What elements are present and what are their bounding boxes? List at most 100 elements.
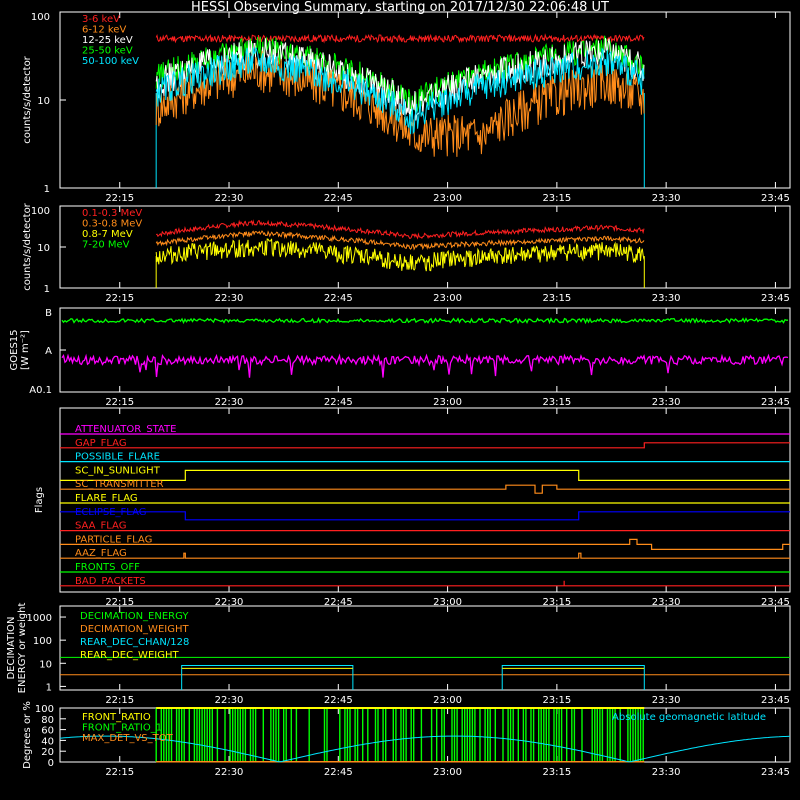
panel-frame-3 xyxy=(59,407,791,593)
series-6-12-keV xyxy=(155,50,645,157)
y-axis-label-5: Degrees or % xyxy=(22,701,33,769)
flag-line-AAZ_FLAG xyxy=(60,552,790,559)
x-tick-label-1-3: 23:00 xyxy=(433,293,462,304)
series-geomag-latitude xyxy=(59,735,791,763)
legend-REAR_DEC_WEIGHT: REAR_DEC_WEIGHT xyxy=(80,650,179,661)
legend-REAR_DEC_CHAN-128: REAR_DEC_CHAN/128 xyxy=(80,637,189,648)
flag-label-SC_IN_SUNLIGHT: SC_IN_SUNLIGHT xyxy=(75,465,161,476)
flag-line-GAP_FLAG xyxy=(60,442,790,449)
flag-label-ECLIPSE_FLAG: ECLIPSE_FLAG xyxy=(75,507,146,518)
flag-line-ECLIPSE_FLAG xyxy=(60,511,790,521)
x-tick-label-4-6: 23:45 xyxy=(761,695,790,706)
legend-6-12-keV: 6-12 keV xyxy=(82,25,126,36)
legend-25-50-keV: 25-50 keV xyxy=(82,46,133,57)
series-12-25-keV xyxy=(155,38,645,122)
y-axis-label-3: Flags xyxy=(34,487,45,513)
y-axis-label-1: counts/s/detector xyxy=(22,202,33,290)
x-tick-label-1-2: 22:45 xyxy=(324,293,353,304)
x-tick-label-3-1: 22:30 xyxy=(215,597,244,608)
x-tick-label-3-2: 22:45 xyxy=(324,597,353,608)
legend-0.3-0.8-MeV: 0.3-0.8 MeV xyxy=(82,219,142,230)
x-tick-label-1-4: 23:15 xyxy=(542,293,571,304)
y-axis-label-4b: ENERGY or weight xyxy=(17,603,28,694)
x-tick-label-4-4: 23:15 xyxy=(542,695,571,706)
panel-frame-4 xyxy=(59,605,791,691)
x-tick-label-3-0: 22:15 xyxy=(105,597,134,608)
goes-series-long xyxy=(61,317,788,325)
x-tick-label-3-4: 23:15 xyxy=(542,597,571,608)
x-tick-label-0-6: 23:45 xyxy=(761,193,790,204)
x-tick-label-4-5: 23:30 xyxy=(652,695,681,706)
x-tick-label-5-4: 23:15 xyxy=(542,767,571,778)
x-tick-label-0-5: 23:30 xyxy=(652,193,681,204)
x-tick-label-2-3: 23:00 xyxy=(433,397,462,408)
y-tick-label-2-1: A xyxy=(45,346,52,357)
y-axis-label-4a: DECIMATION xyxy=(6,616,17,679)
x-tick-label-5-1: 22:30 xyxy=(215,767,244,778)
flag-line-SC_IN_SUNLIGHT xyxy=(60,469,790,481)
panel-frame-1 xyxy=(59,205,791,289)
y-tick-label-5-1: 20 xyxy=(41,747,54,758)
series-rear-dec-chan xyxy=(181,665,645,690)
x-tick-label-2-5: 23:30 xyxy=(652,397,681,408)
y-tick-label-1-2: 100 xyxy=(31,206,50,217)
x-tick-label-3-3: 23:00 xyxy=(433,597,462,608)
y-tick-label-4-0: 1 xyxy=(46,682,52,693)
series-50-100-keV xyxy=(155,47,645,135)
legend-0.1-0.3-MeV: 0.1-0.3 MeV xyxy=(82,208,142,219)
y-tick-label-2-0: B xyxy=(45,308,52,319)
x-tick-label-4-3: 23:00 xyxy=(433,695,462,706)
page-title: HESSI Observing Summary, starting on 201… xyxy=(191,0,609,15)
series-0.8-7-MeV xyxy=(155,238,645,272)
flag-label-GAP_FLAG: GAP_FLAG xyxy=(75,438,127,449)
series-0.3-0.8-MeV xyxy=(155,230,645,251)
legend-MAX_DET_VS_TOT: MAX_DET_VS_TOT xyxy=(82,733,174,744)
goes-axis-unit: [W m⁻²] xyxy=(20,330,31,370)
x-tick-label-5-6: 23:45 xyxy=(761,767,790,778)
series-0.1-0.3-MeV xyxy=(155,219,645,240)
flag-label-ATTENUATOR_STATE: ATTENUATOR_STATE xyxy=(75,424,176,435)
y-tick-label-1-1: 10 xyxy=(37,243,50,254)
x-tick-label-0-4: 23:15 xyxy=(542,193,571,204)
x-tick-label-2-6: 23:45 xyxy=(761,397,790,408)
x-tick-label-3-6: 23:45 xyxy=(761,597,790,608)
x-tick-label-0-3: 23:00 xyxy=(433,193,462,204)
x-tick-label-2-0: 22:15 xyxy=(105,397,134,408)
legend-50-100-keV: 50-100 keV xyxy=(82,56,139,67)
legend-DECIMATION_ENERGY: DECIMATION_ENERGY xyxy=(80,611,189,622)
y-tick-label-1-0: 1 xyxy=(44,284,50,295)
x-tick-label-2-1: 22:30 xyxy=(215,397,244,408)
y-tick-label-5-2: 40 xyxy=(41,736,54,747)
flag-line-BAD_PACKETS xyxy=(60,580,790,587)
flag-line-SC_TRANSMITTER xyxy=(60,484,790,494)
legend-DECIMATION_WEIGHT: DECIMATION_WEIGHT xyxy=(80,624,189,635)
goes-series-short xyxy=(61,353,789,378)
flag-label-FLARE_FLAG: FLARE_FLAG xyxy=(75,493,138,504)
y-tick-label-4-1: 10 xyxy=(39,659,52,670)
legend-0.8-7-MeV: 0.8-7 MeV xyxy=(82,229,133,240)
y-tick-label-2-2: A0.1 xyxy=(29,385,52,396)
x-tick-label-5-5: 23:30 xyxy=(652,767,681,778)
flag-label-PARTICLE_FLAG: PARTICLE_FLAG xyxy=(75,534,152,545)
series-front-ratio-bars xyxy=(155,708,644,762)
y-axis-label-0: counts/s/detector xyxy=(22,55,33,143)
flag-label-POSSIBLE_FLARE: POSSIBLE_FLARE xyxy=(75,452,160,463)
y-tick-label-0-2: 100 xyxy=(31,12,50,23)
x-tick-label-4-1: 22:30 xyxy=(215,695,244,706)
y-tick-label-5-5: 100 xyxy=(35,704,54,715)
x-tick-label-1-0: 22:15 xyxy=(105,293,134,304)
x-tick-label-1-6: 23:45 xyxy=(761,293,790,304)
y-tick-label-5-4: 80 xyxy=(41,715,54,726)
flag-label-FRONTS_OFF: FRONTS_OFF xyxy=(75,562,140,573)
legend-geomag-latitude: Absolute geomagnetic latitude xyxy=(612,712,766,723)
x-tick-label-0-2: 22:45 xyxy=(324,193,353,204)
series-3-6-keV xyxy=(155,33,645,44)
x-tick-label-5-3: 23:00 xyxy=(433,767,462,778)
x-tick-label-2-2: 22:45 xyxy=(324,397,353,408)
legend-7-20-MeV: 7-20 MeV xyxy=(82,240,130,251)
x-tick-label-0-0: 22:15 xyxy=(105,193,134,204)
legend-FRONT_RATIO: FRONT_RATIO xyxy=(82,712,151,723)
flag-line-PARTICLE_FLAG xyxy=(60,538,790,550)
x-tick-label-5-0: 22:15 xyxy=(105,767,134,778)
